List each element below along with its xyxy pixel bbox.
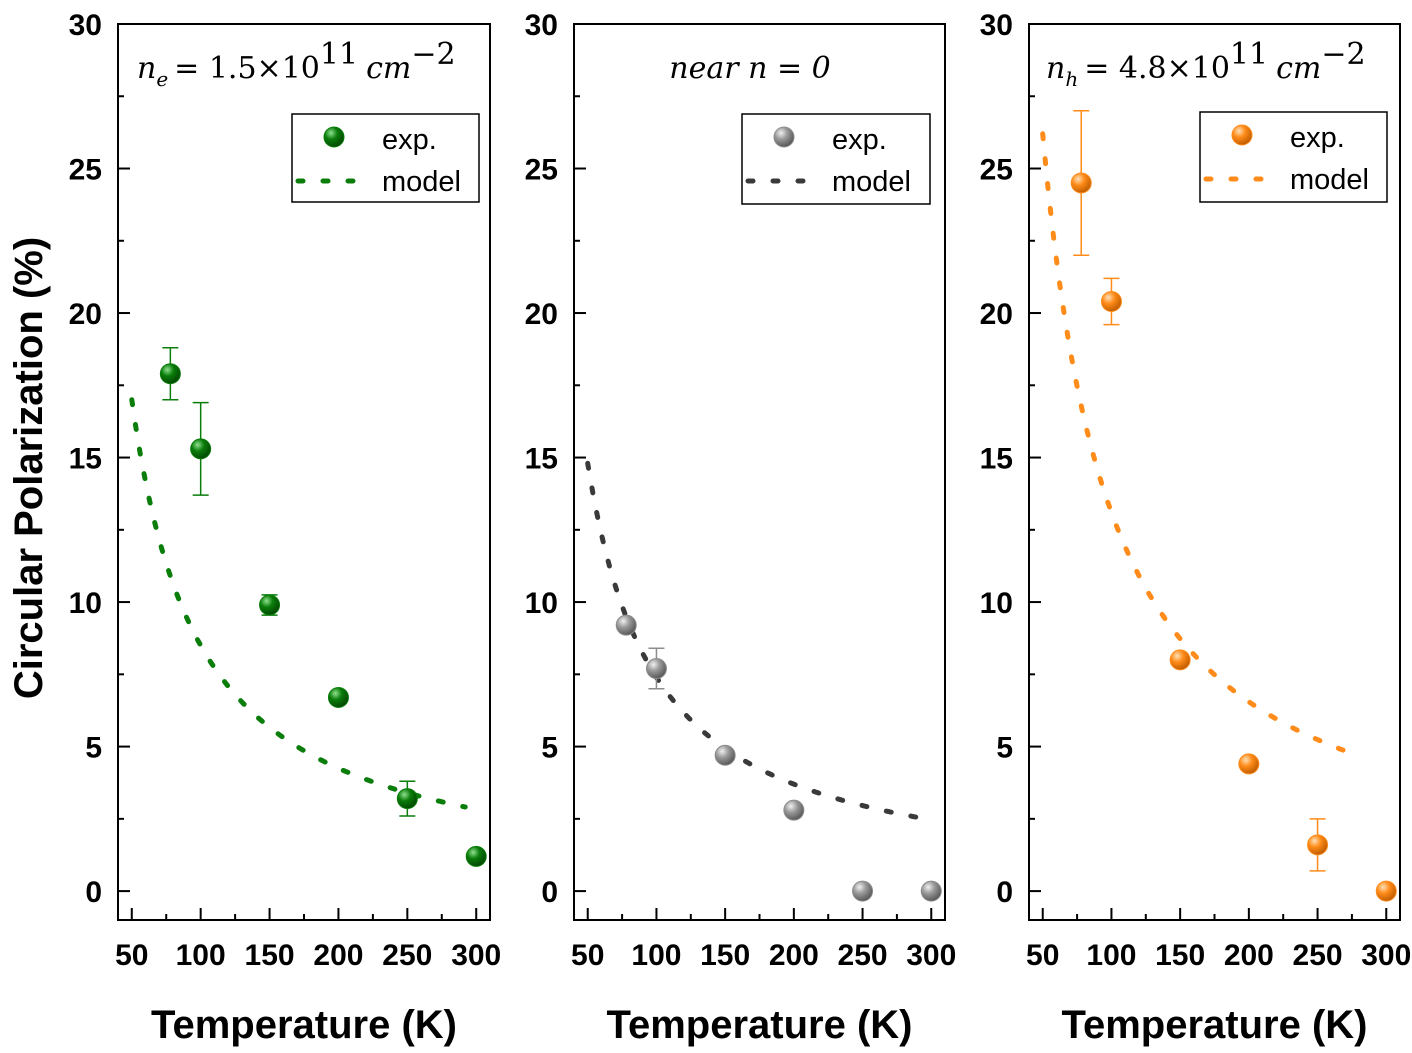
x-tick-label: 300 — [1361, 939, 1411, 972]
legend-label-model: model — [1290, 164, 1369, 196]
data-point — [920, 880, 942, 902]
data-point — [259, 594, 281, 616]
legend-box — [741, 113, 931, 205]
data-point — [1375, 880, 1397, 902]
y-tick-label: 0 — [541, 876, 558, 909]
x-tick-label: 50 — [115, 939, 148, 972]
data-point — [327, 686, 349, 708]
y-tick-label: 30 — [980, 9, 1013, 42]
legend-marker-exp — [323, 126, 345, 148]
y-tick-label: 5 — [541, 732, 558, 765]
x-tick-label: 250 — [382, 939, 432, 972]
y-tick-label: 20 — [980, 298, 1013, 331]
model-curve — [129, 397, 468, 810]
y-tick-label: 15 — [525, 443, 558, 476]
panel-electron: ne = 1.5×1011 cm−2 0 5 10 15 20 25 30 50 100 150 200… — [69, 9, 502, 1047]
x-tick-label: 250 — [1293, 939, 1343, 972]
x-tick-label: 100 — [631, 939, 681, 972]
data-point — [159, 363, 181, 385]
data-point — [190, 438, 212, 460]
legend-label-exp: exp. — [1290, 122, 1345, 154]
data-point — [396, 788, 418, 810]
y-tick-label: 15 — [980, 443, 1013, 476]
legend-label-model: model — [832, 166, 911, 198]
x-tick-label: 100 — [1086, 939, 1136, 972]
legend-box — [1199, 111, 1388, 203]
x-tick-label: 50 — [1026, 939, 1059, 972]
data-point — [714, 744, 736, 766]
legend-label-model: model — [382, 166, 461, 198]
annotation-electron-density: ne = 1.5×1011 cm−2 — [137, 37, 456, 91]
x-tick-label: 150 — [1155, 939, 1205, 972]
x-tick-label: 150 — [245, 939, 295, 972]
y-tick-label: 30 — [69, 9, 102, 42]
data-point — [783, 799, 805, 821]
y-tick-label: 10 — [69, 587, 102, 620]
x-tick-label: 250 — [838, 939, 888, 972]
annotation-hole-density: nh = 4.8×1011 cm−2 — [1046, 37, 1366, 91]
legend-marker-exp — [773, 126, 795, 148]
y-tick-label: 25 — [69, 154, 102, 187]
legend-box — [291, 113, 480, 203]
y-tick-label: 10 — [980, 587, 1013, 620]
data-point — [1169, 649, 1191, 671]
y-tick-label: 20 — [525, 298, 558, 331]
x-tick-label: 300 — [451, 939, 501, 972]
data-point — [615, 614, 637, 636]
data-point — [1307, 834, 1329, 856]
model-curve — [585, 460, 920, 820]
y-tick-label: 25 — [980, 154, 1013, 187]
x-tick-label: 50 — [571, 939, 604, 972]
y-tick-label: 30 — [525, 9, 558, 42]
x-tick-label: 200 — [769, 939, 819, 972]
data-point — [645, 658, 667, 680]
panel-hole: nh = 4.8×1011 cm−2 0 5 10 15 20 25 30 50 100 150 200… — [980, 9, 1412, 1047]
x-tick-label: 300 — [906, 939, 956, 972]
x-tick-label: 200 — [313, 939, 363, 972]
y-tick-label: 20 — [69, 298, 102, 331]
y-tick-label: 5 — [85, 732, 102, 765]
model-curve — [1040, 131, 1362, 759]
legend-label-exp: exp. — [832, 124, 887, 156]
legend-marker-exp — [1231, 124, 1253, 146]
data-point — [1100, 290, 1122, 312]
data-point — [1238, 753, 1260, 775]
x-tick-label: 200 — [1224, 939, 1274, 972]
y-tick-label: 15 — [69, 443, 102, 476]
x-axis-title: Temperature (K) — [151, 1003, 457, 1047]
x-axis-title: Temperature (K) — [1062, 1003, 1368, 1047]
y-tick-label: 25 — [525, 154, 558, 187]
legend-label-exp: exp. — [382, 124, 437, 156]
x-tick-label: 150 — [700, 939, 750, 972]
panel-neutral: near n = 0 0 5 10 15 20 25 30 50 100 150 200 250 300… — [525, 9, 957, 1047]
data-point — [1070, 172, 1092, 194]
y-tick-label: 10 — [525, 587, 558, 620]
data-point — [465, 845, 487, 867]
annotation-near-zero: near n = 0 — [669, 51, 830, 86]
y-tick-label: 0 — [85, 876, 102, 909]
y-axis-title: Circular Polarization (%) — [7, 237, 51, 699]
y-tick-label: 5 — [996, 732, 1013, 765]
data-point — [852, 880, 874, 902]
x-tick-label: 100 — [176, 939, 226, 972]
x-axis-title: Temperature (K) — [607, 1003, 913, 1047]
y-tick-label: 0 — [996, 876, 1013, 909]
